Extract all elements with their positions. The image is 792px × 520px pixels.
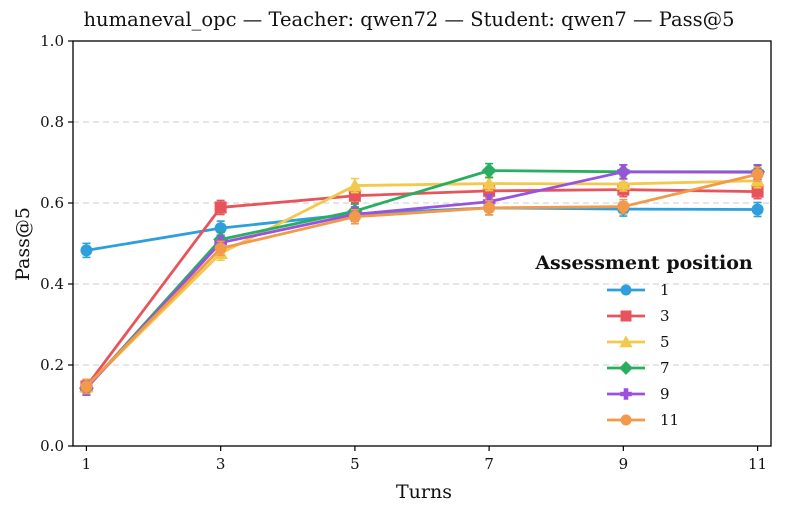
x-axis-title: Turns <box>396 481 452 503</box>
data-point-11-11 <box>751 168 764 181</box>
series-line-1 <box>86 206 758 252</box>
legend-label: 7 <box>660 359 670 377</box>
y-tick-label: 0.4 <box>40 275 64 293</box>
data-point-11-1 <box>80 380 93 393</box>
x-tick-label: 11 <box>748 455 767 473</box>
data-point-5-7 <box>481 176 497 190</box>
data-point-1-1 <box>80 244 93 257</box>
plot-frame <box>72 40 772 447</box>
series-line-11 <box>85 172 758 388</box>
legend-marker-7 <box>619 361 633 375</box>
chart-title: humaneval_opc — Teacher: qwen72 — Studen… <box>83 8 734 31</box>
legend-item-1: 1 <box>607 281 670 299</box>
data-point-5-5 <box>347 178 363 192</box>
legend-marker-3 <box>620 310 632 322</box>
grid <box>73 121 771 366</box>
legend-marker-1 <box>620 284 632 296</box>
y-tick-label: 0.2 <box>40 356 64 374</box>
legend-marker-9 <box>620 388 632 400</box>
data-point-9-9 <box>617 165 630 179</box>
legend-label: 5 <box>660 333 670 351</box>
legend-label: 11 <box>660 411 679 429</box>
axes: 0.0 0.2 0.4 0.6 0.8 1.0 1 3 5 7 9 11 <box>40 32 767 473</box>
data-point-11-3 <box>214 242 227 255</box>
data-point-11-9 <box>617 200 630 213</box>
data-point-3-3 <box>214 201 227 214</box>
legend-marker-11 <box>620 414 632 426</box>
series-line-5 <box>85 179 758 388</box>
legend-label: 9 <box>660 385 670 403</box>
y-tick-label: 1.0 <box>40 32 64 50</box>
y-tick-label: 0.0 <box>40 437 64 455</box>
data-point-3-11 <box>751 185 764 198</box>
series-layer <box>78 162 766 396</box>
data-point-11-5 <box>348 210 361 223</box>
legend-label: 1 <box>660 281 670 299</box>
data-point-7-7 <box>481 163 497 179</box>
data-point-1-11 <box>751 203 764 216</box>
legend-item-7: 7 <box>607 359 670 377</box>
legend-item-9: 9 <box>607 385 670 403</box>
legend-item-11: 11 <box>607 411 679 429</box>
x-tick-label: 5 <box>350 455 360 473</box>
y-tick-label: 0.6 <box>40 194 64 212</box>
legend-label: 3 <box>660 307 670 325</box>
x-tick-label: 9 <box>619 455 629 473</box>
data-point-5-9 <box>616 176 631 190</box>
data-point-11-7 <box>483 201 496 214</box>
series-line-3 <box>85 188 758 388</box>
legend-title: Assessment position <box>534 252 753 274</box>
y-tick-label: 0.8 <box>40 113 64 131</box>
legend-marker-5 <box>619 335 633 348</box>
series-line-9 <box>85 170 758 390</box>
legend: Assessment position 1 3 5 7 9 11 <box>534 252 753 429</box>
data-point-1-3 <box>214 222 227 235</box>
x-tick-label: 7 <box>484 455 494 473</box>
legend-item-5: 5 <box>607 333 670 351</box>
y-axis-title: Pass@5 <box>12 207 34 281</box>
series-11 <box>80 166 764 395</box>
x-tick-label: 3 <box>216 455 226 473</box>
x-tick-label: 1 <box>82 455 92 473</box>
legend-item-3: 3 <box>607 307 670 325</box>
